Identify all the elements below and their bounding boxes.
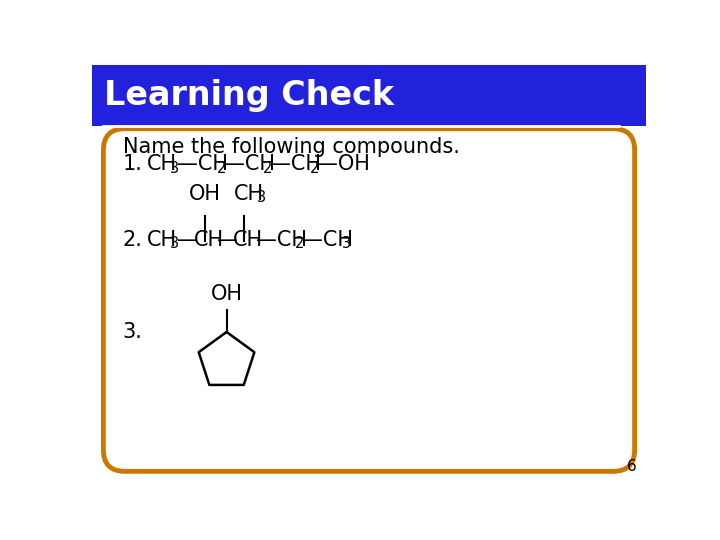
Text: 3: 3 [171, 237, 179, 252]
Text: 2: 2 [217, 161, 226, 176]
Text: CH: CH [148, 154, 177, 174]
Text: —: — [177, 230, 198, 249]
Text: 2: 2 [310, 161, 319, 176]
Text: CH: CH [194, 230, 224, 249]
Text: 2: 2 [295, 237, 305, 252]
Text: 3.: 3. [122, 322, 143, 342]
Text: Learning Check: Learning Check [104, 79, 394, 112]
Text: —OH: —OH [317, 154, 370, 174]
Text: 3: 3 [171, 161, 179, 176]
Text: —CH: —CH [224, 154, 275, 174]
Text: —CH: —CH [302, 230, 354, 249]
Text: Name the following compounds.: Name the following compounds. [122, 137, 459, 157]
Text: 1.: 1. [122, 154, 143, 174]
Text: OH: OH [189, 184, 221, 204]
FancyBboxPatch shape [104, 129, 634, 471]
Text: —: — [217, 230, 238, 249]
FancyBboxPatch shape [92, 65, 647, 126]
Text: CH: CH [148, 230, 177, 249]
Text: —CH: —CH [177, 154, 228, 174]
Text: 3: 3 [257, 190, 266, 205]
Text: CH: CH [233, 184, 264, 204]
Text: 6: 6 [627, 460, 637, 475]
Text: —CH: —CH [256, 230, 307, 249]
Text: 2.: 2. [122, 230, 143, 249]
Text: —CH: —CH [271, 154, 321, 174]
Text: 2: 2 [264, 161, 273, 176]
Text: 3: 3 [342, 237, 351, 252]
Text: CH: CH [233, 230, 263, 249]
Text: OH: OH [210, 284, 243, 303]
